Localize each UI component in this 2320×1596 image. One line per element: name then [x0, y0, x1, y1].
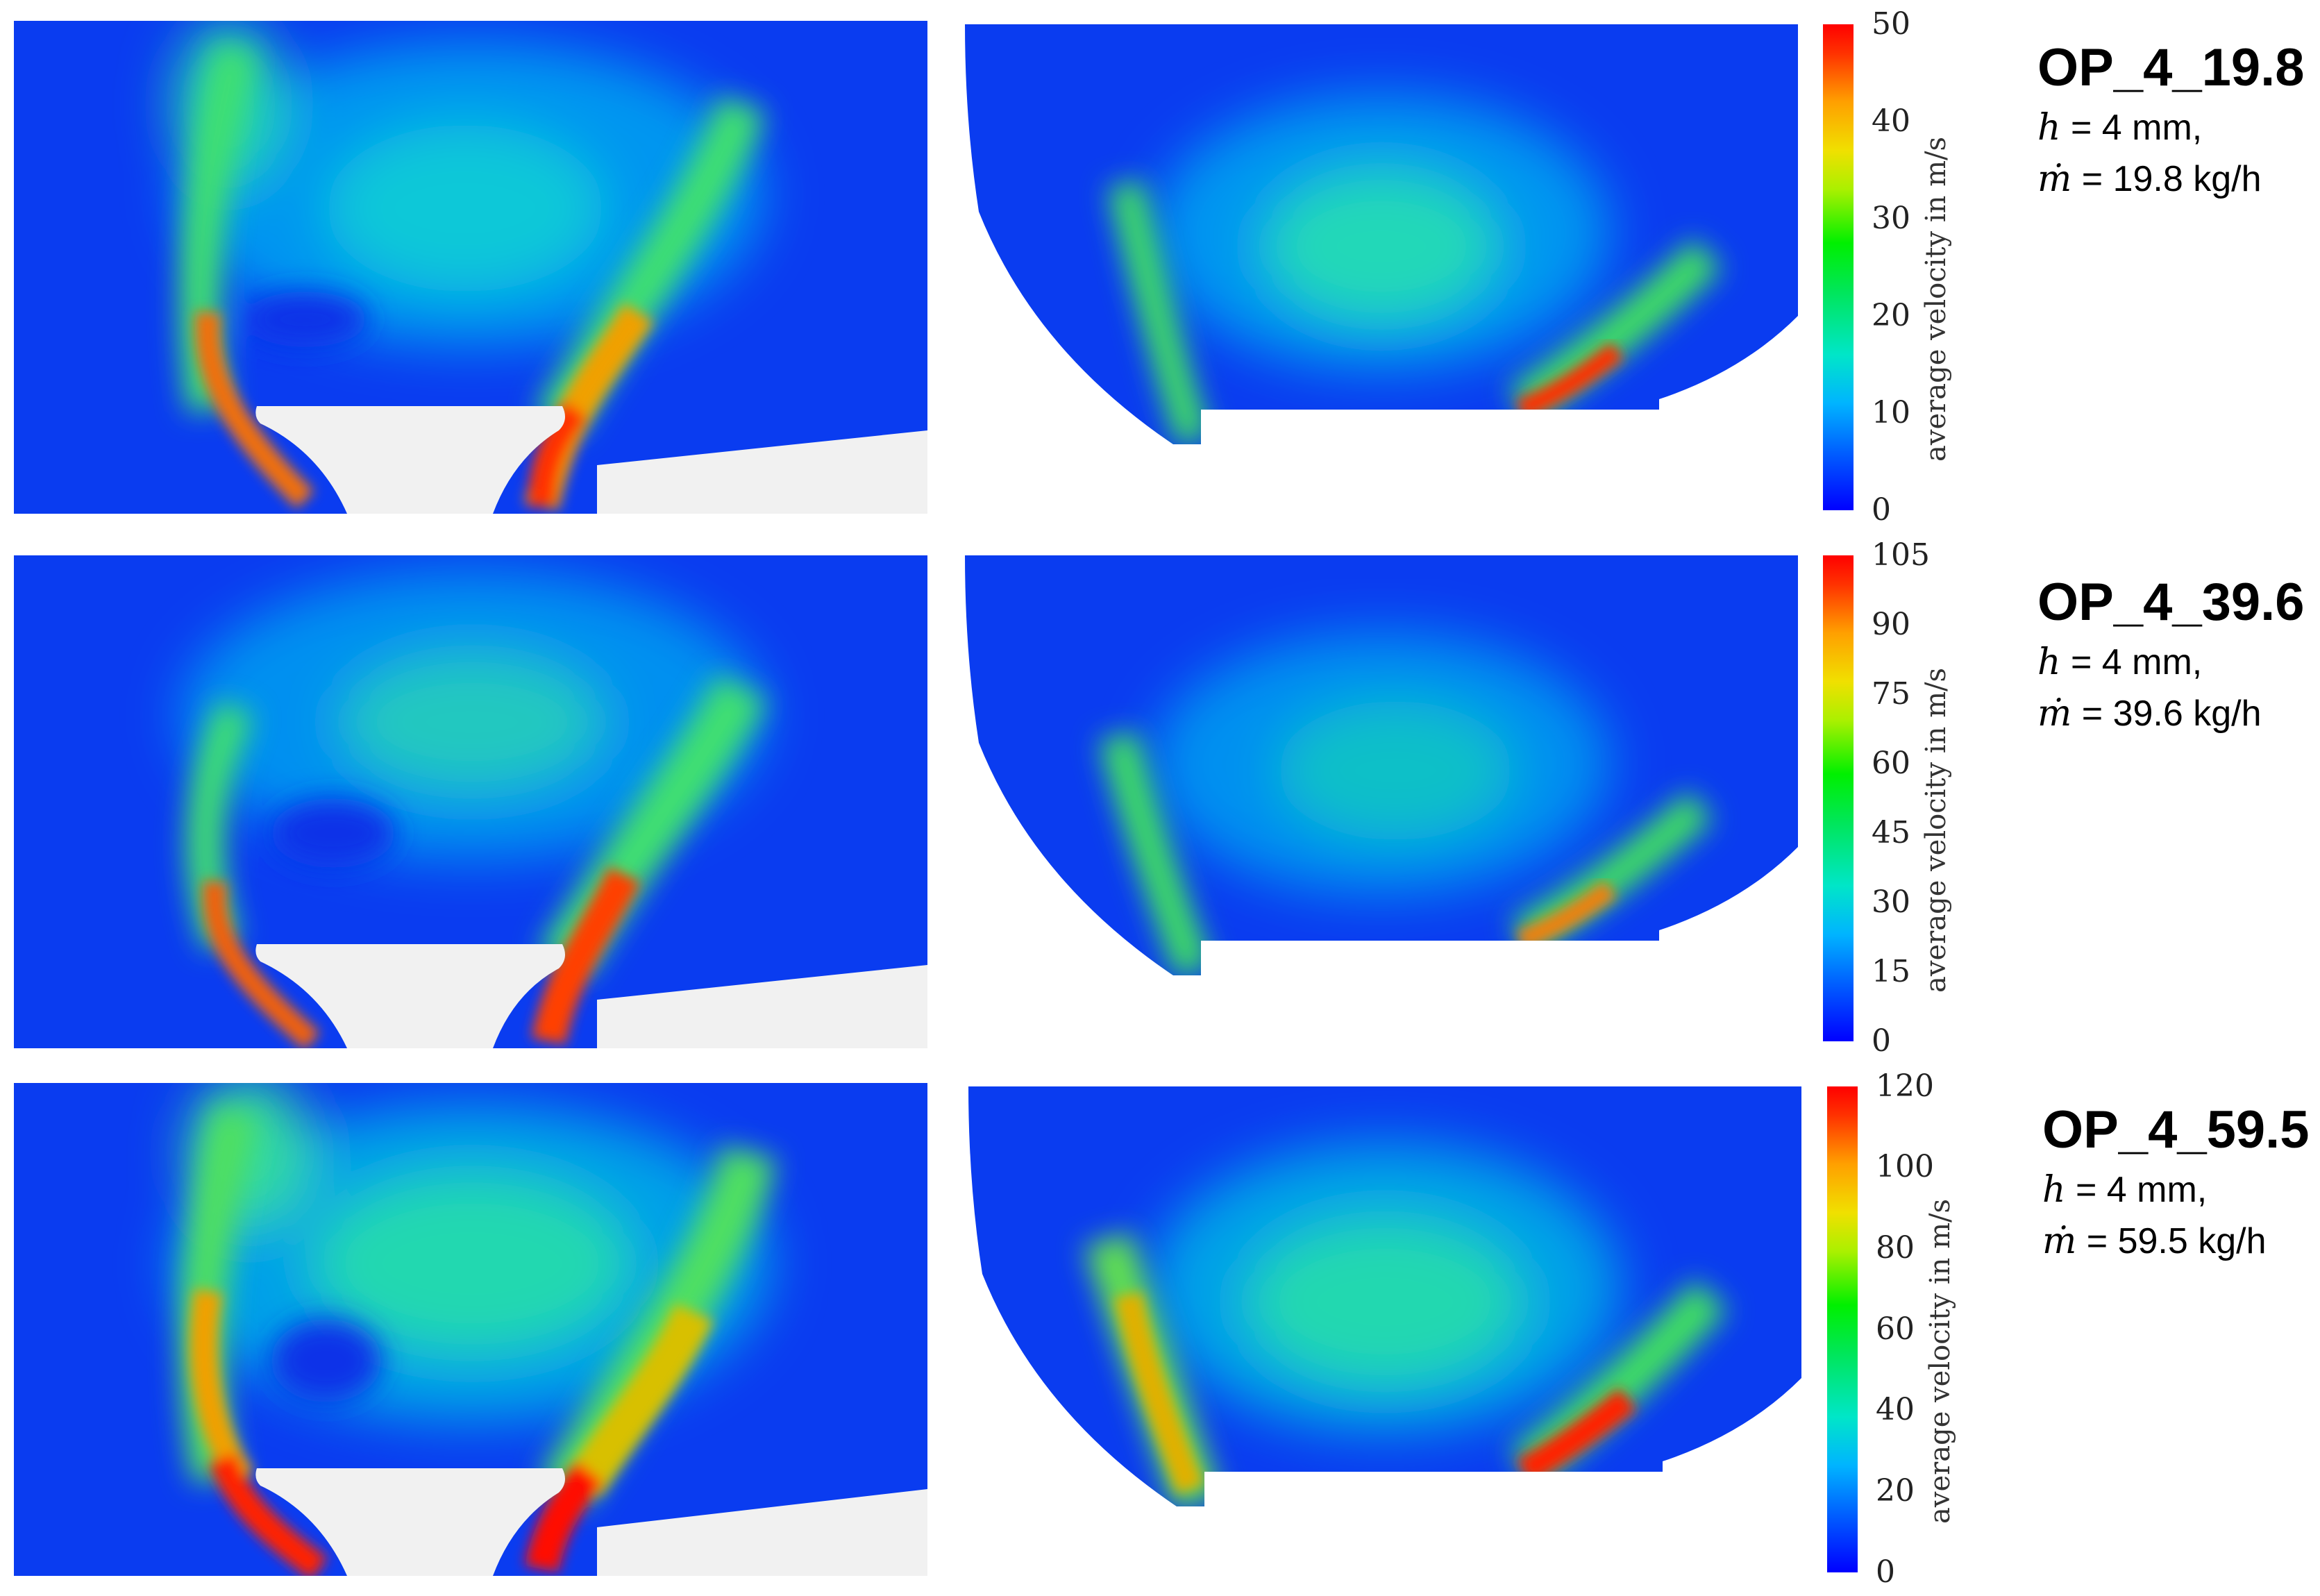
flow-field-zoomed-view — [968, 1086, 1808, 1545]
mass-flow-symbol: ṁ — [2042, 1220, 2077, 1262]
tick-label: 60 — [1876, 1311, 1915, 1347]
mass-flow-line: ṁ = 59.5 kg/h — [2042, 1223, 2310, 1259]
colorbar: 120 100 80 60 40 20 0 average velocity i… — [1827, 1071, 2035, 1588]
height-symbol: h — [2037, 107, 2061, 149]
tick-label: 105 — [1872, 537, 1930, 573]
result-row-3: 120 100 80 60 40 20 0 average velocity i… — [0, 1071, 2320, 1588]
tick-label: 20 — [1872, 298, 1910, 333]
mass-flow-line: ṁ = 19.8 kg/h — [2037, 161, 2305, 197]
tick-label: 40 — [1872, 103, 1910, 139]
mass-flow-symbol: ṁ — [2037, 158, 2072, 200]
result-row-1: 50 40 30 20 10 0 average velocity in m/s… — [0, 9, 2320, 526]
tick-label: 10 — [1872, 395, 1910, 430]
colorbar-gradient — [1823, 555, 1854, 1041]
tick-label: 75 — [1872, 676, 1910, 712]
tick-label: 100 — [1876, 1149, 1934, 1184]
tick-label: 50 — [1872, 6, 1910, 42]
tick-label: 90 — [1872, 607, 1910, 642]
tick-label: 60 — [1872, 746, 1910, 781]
tick-label: 120 — [1876, 1068, 1934, 1104]
operating-point-legend: OP_4_59.5 h = 4 mm, ṁ = 59.5 kg/h — [2042, 1100, 2310, 1260]
operating-point-legend: OP_4_39.6 h = 4 mm, ṁ = 39.6 kg/h — [2037, 576, 2305, 732]
mass-flow-symbol: ṁ — [2037, 693, 2072, 734]
mass-flow-value: = 39.6 kg/h — [2081, 694, 2262, 734]
height-symbol: h — [2037, 641, 2061, 683]
tick-label: 0 — [1876, 1554, 1895, 1590]
height-symbol: h — [2042, 1169, 2066, 1211]
height-value: = 4 mm, — [2070, 108, 2203, 148]
height-value: = 4 mm, — [2075, 1170, 2208, 1210]
mass-flow-line: ṁ = 39.6 kg/h — [2037, 696, 2305, 732]
flow-field-full-view — [14, 1083, 927, 1576]
tick-label: 15 — [1872, 954, 1910, 989]
colorbar: 50 40 30 20 10 0 average velocity in m/s — [1823, 9, 2031, 526]
height-line: h = 4 mm, — [2042, 1172, 2310, 1208]
colorbar-label: average velocity in m/s — [1920, 136, 1952, 462]
tick-label: 0 — [1872, 1023, 1891, 1059]
height-line: h = 4 mm, — [2037, 644, 2305, 680]
mass-flow-value: = 19.8 kg/h — [2081, 159, 2262, 199]
colorbar: 105 90 75 60 45 30 15 0 average velocity… — [1823, 540, 2031, 1057]
flow-field-zoomed-view — [965, 555, 1805, 1014]
flow-field-full-view — [14, 555, 927, 1048]
tick-label: 80 — [1876, 1230, 1915, 1266]
tick-label: 45 — [1872, 815, 1910, 850]
result-row-2: 105 90 75 60 45 30 15 0 average velocity… — [0, 540, 2320, 1057]
tick-label: 20 — [1876, 1473, 1915, 1509]
tick-label: 30 — [1872, 884, 1910, 920]
operating-point-title: OP_4_39.6 — [2037, 573, 2305, 632]
operating-point-title: OP_4_19.8 — [2037, 38, 2305, 97]
height-value: = 4 mm, — [2070, 642, 2203, 682]
colorbar-label: average velocity in m/s — [1924, 1198, 1956, 1524]
flow-field-full-view — [14, 21, 927, 514]
colorbar-label: average velocity in m/s — [1920, 667, 1952, 993]
tick-label: 0 — [1872, 492, 1891, 528]
flow-field-zoomed-view — [965, 24, 1805, 482]
mass-flow-value: = 59.5 kg/h — [2086, 1221, 2267, 1261]
tick-label: 30 — [1872, 201, 1910, 236]
height-line: h = 4 mm, — [2037, 110, 2305, 146]
operating-point-title: OP_4_59.5 — [2042, 1100, 2310, 1159]
colorbar-gradient — [1823, 24, 1854, 510]
operating-point-legend: OP_4_19.8 h = 4 mm, ṁ = 19.8 kg/h — [2037, 38, 2305, 198]
tick-label: 40 — [1876, 1392, 1915, 1427]
colorbar-gradient — [1827, 1086, 1858, 1572]
